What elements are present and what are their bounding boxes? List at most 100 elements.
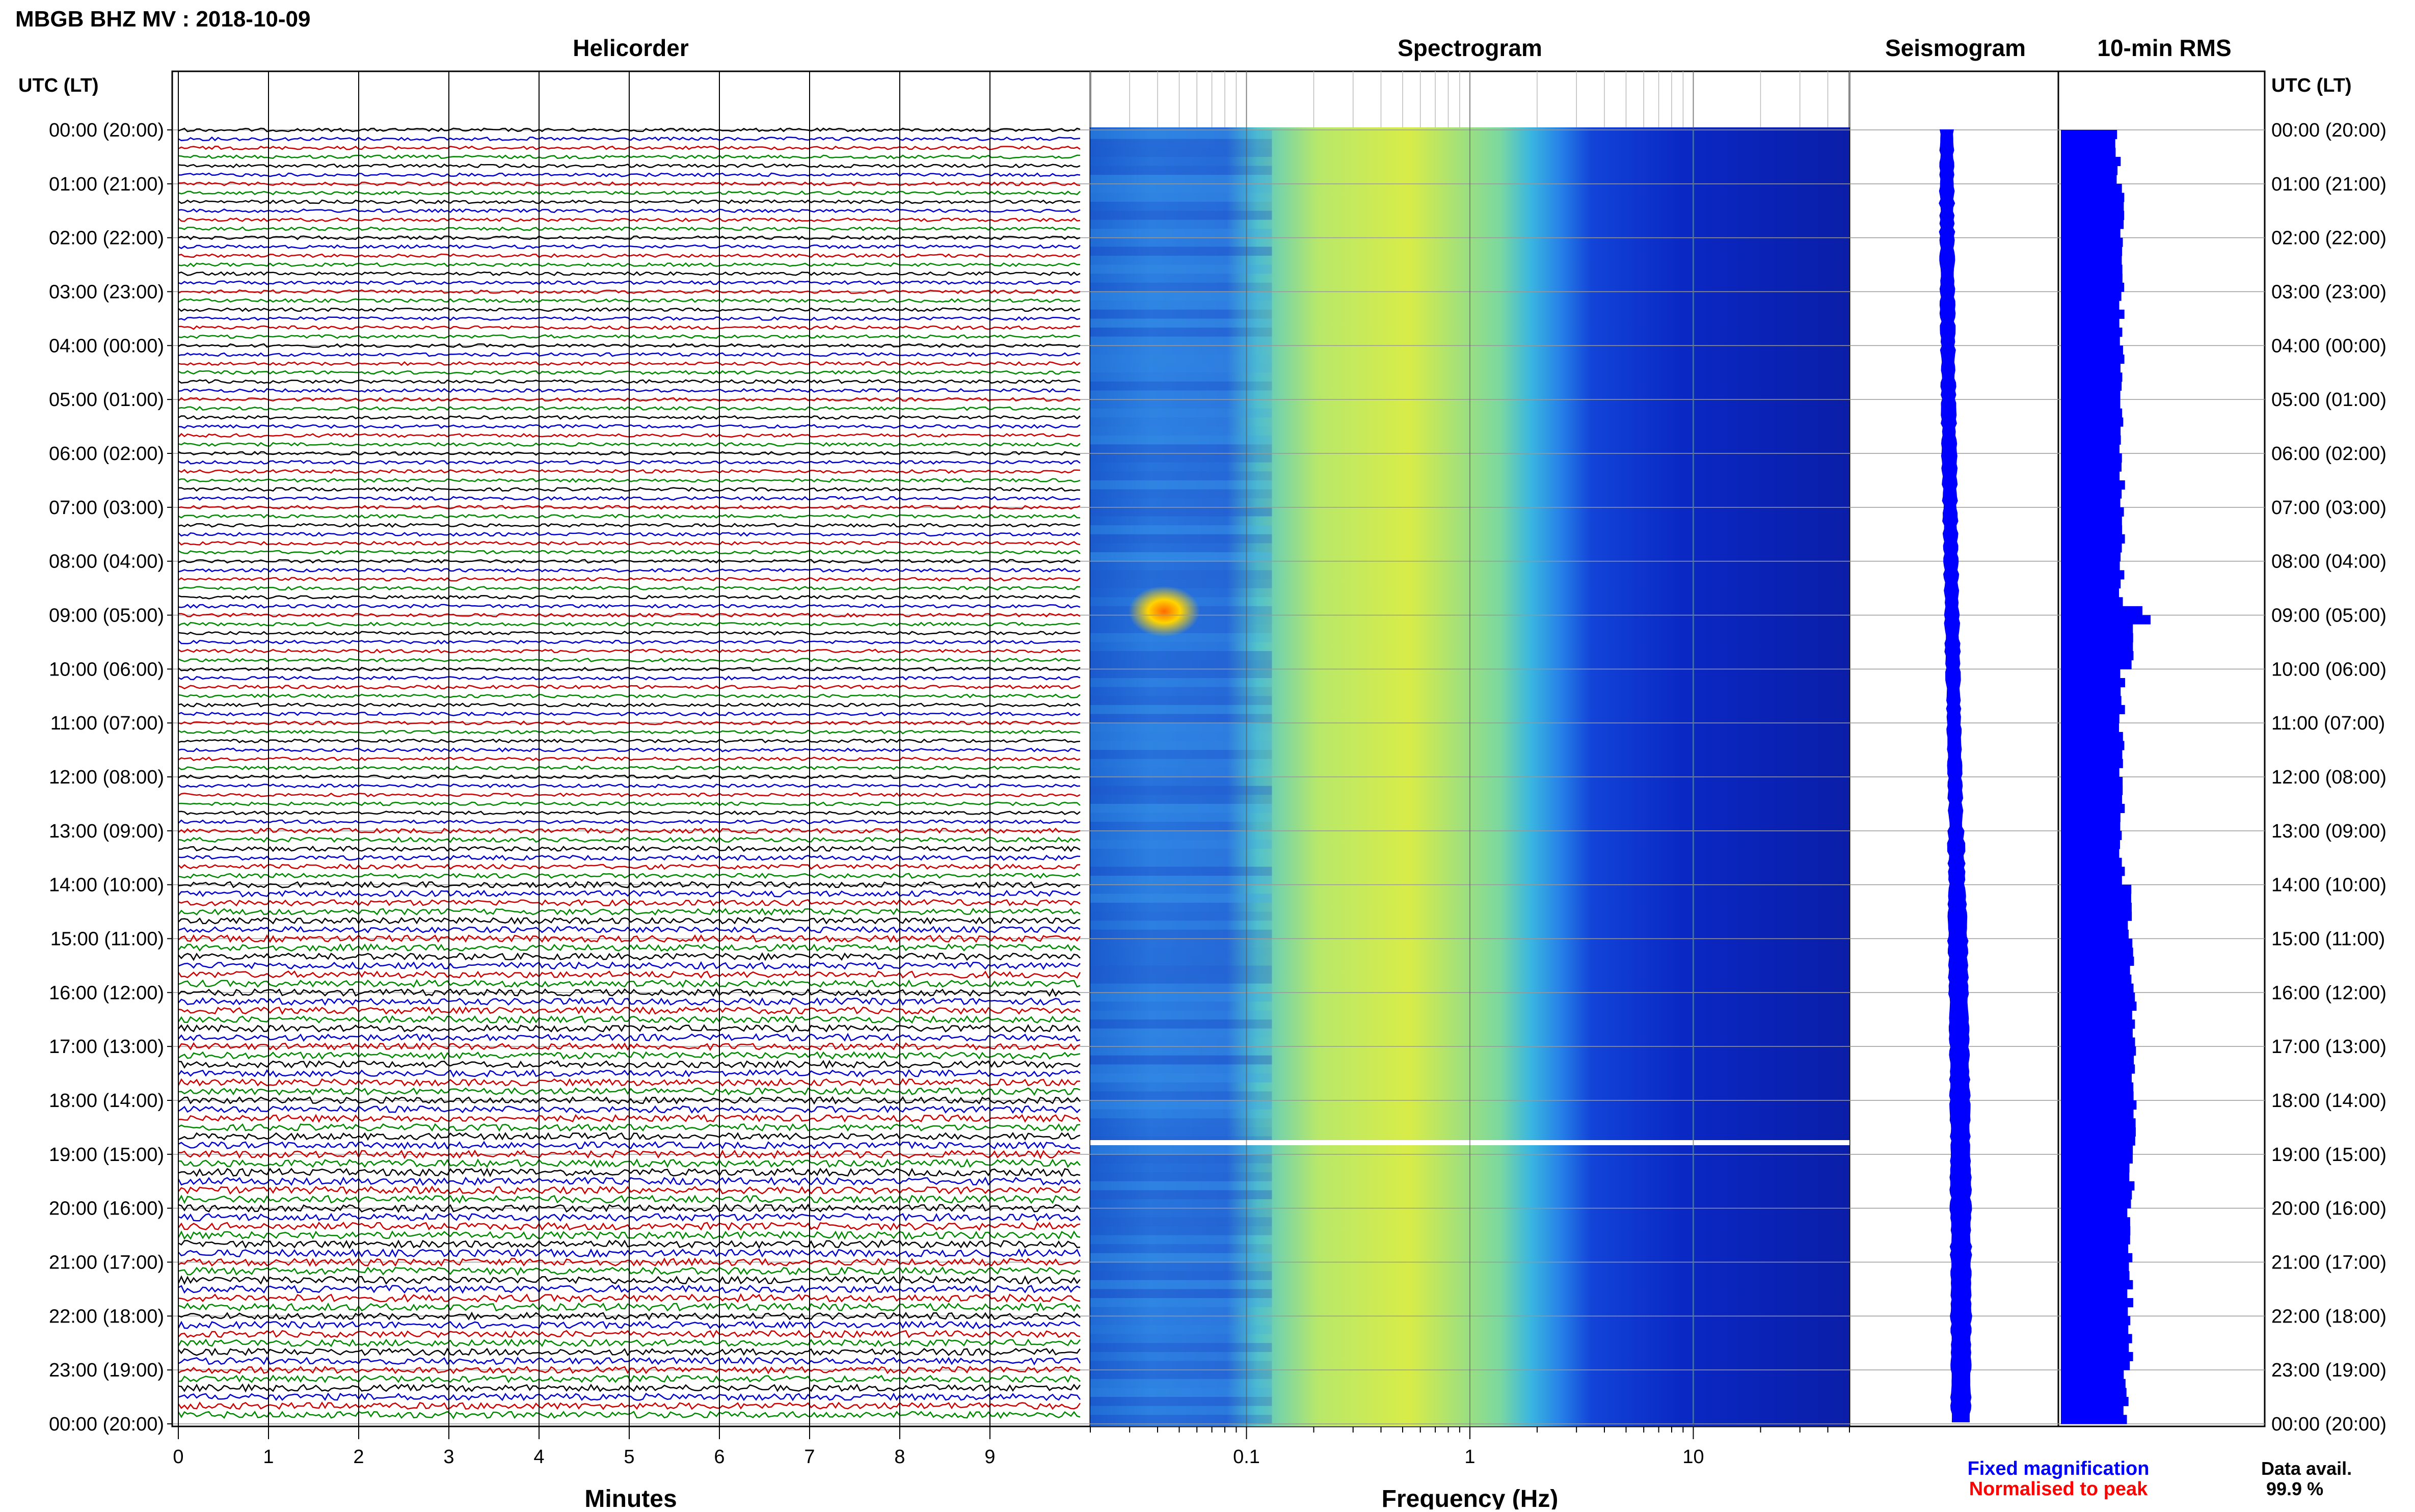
spectrogram-row — [1090, 884, 1272, 894]
time-label-left: 22:00 (18:00) — [49, 1306, 164, 1327]
rms-bar — [2061, 714, 2119, 723]
spectrogram-row — [1090, 777, 1272, 786]
time-label-right: 14:00 (10:00) — [2271, 875, 2386, 896]
rms-bar — [2061, 417, 2124, 427]
rms-bar — [2061, 867, 2125, 876]
rms-bar — [2061, 884, 2132, 894]
rms-bar — [2061, 894, 2131, 903]
time-label-right: 16:00 (12:00) — [2271, 982, 2386, 1004]
minute-tick-label: 4 — [533, 1446, 544, 1468]
spectrogram-row — [1090, 1028, 1272, 1038]
rms-bar — [2061, 462, 2122, 472]
rms-bar — [2061, 480, 2125, 490]
legend-normalised-to-peak: Normalised to peak — [1969, 1478, 2148, 1500]
spectrogram-row — [1090, 444, 1272, 453]
spectrogram-row — [1090, 911, 1272, 921]
spectrogram-row — [1090, 534, 1272, 544]
rms-bar — [2061, 1370, 2124, 1380]
rms-bar — [2061, 750, 2123, 760]
time-label-left: 05:00 (01:00) — [49, 389, 164, 411]
rms-bar — [2061, 876, 2122, 885]
spectrogram-row — [1090, 390, 1272, 400]
rms-bar — [2061, 426, 2121, 436]
spectrogram-row — [1090, 1046, 1272, 1056]
rms-bar — [2061, 1028, 2133, 1038]
spectrogram-row — [1090, 282, 1272, 292]
time-label-right: 13:00 (09:00) — [2271, 821, 2386, 842]
rms-bar — [2061, 1019, 2135, 1029]
rms-bar — [2061, 975, 2132, 984]
rms-bar — [2061, 1289, 2128, 1299]
rms-bar — [2061, 948, 2133, 957]
spectrogram-row — [1090, 1235, 1272, 1245]
spectrogram-row — [1090, 399, 1272, 409]
rms-bar — [2061, 849, 2119, 858]
spectrogram-row — [1090, 965, 1272, 975]
spectrogram-row — [1090, 1280, 1272, 1289]
rms-bar — [2061, 1334, 2132, 1343]
rms-bar — [2061, 1001, 2137, 1011]
spectrogram-row — [1090, 336, 1272, 346]
spectrogram-row — [1090, 1181, 1272, 1191]
rms-bar — [2061, 1361, 2130, 1370]
time-label-left: 08:00 (04:00) — [49, 551, 164, 573]
spectrogram-row — [1090, 1307, 1272, 1316]
rms-bar — [2061, 1190, 2132, 1200]
rms-bar — [2061, 1037, 2135, 1047]
rms-bar — [2061, 965, 2130, 975]
rms-bar — [2061, 597, 2123, 607]
time-label-right: 20:00 (16:00) — [2271, 1198, 2386, 1220]
spectrogram-row — [1090, 1145, 1272, 1154]
spectrogram-row — [1090, 291, 1272, 301]
spectrogram-row — [1090, 921, 1272, 930]
rms-bar — [2061, 768, 2119, 777]
rms-bar — [2061, 696, 2122, 706]
rms-bar — [2061, 247, 2123, 256]
time-label-left: 11:00 (07:00) — [50, 713, 164, 734]
rms-bar — [2061, 372, 2123, 382]
spectrogram-row — [1090, 696, 1272, 705]
rms-bar — [2061, 1091, 2134, 1101]
rms-bar — [2061, 1415, 2127, 1424]
rms-bar — [2061, 328, 2123, 337]
time-label-left: 14:00 (10:00) — [49, 875, 164, 896]
spectrogram-row — [1090, 1073, 1272, 1083]
spectrogram-row — [1090, 202, 1272, 211]
rms-bar — [2061, 732, 2123, 741]
time-label-right: 08:00 (04:00) — [2271, 551, 2386, 573]
data-avail-label: Data avail. — [2261, 1458, 2352, 1479]
spectrogram-row — [1090, 803, 1272, 813]
rms-bar — [2061, 786, 2123, 795]
time-label-right: 11:00 (07:00) — [2271, 713, 2385, 734]
rms-bar — [2061, 1055, 2134, 1065]
rms-bar — [2061, 857, 2122, 867]
spectrogram-row — [1090, 1271, 1272, 1280]
rms-bar — [2061, 220, 2124, 229]
spectrogram-row — [1090, 1352, 1272, 1361]
time-label-left: 00:00 (20:00) — [49, 120, 164, 141]
spectrogram-row — [1090, 983, 1272, 993]
spectrogram-row — [1090, 1208, 1272, 1218]
time-label-right: 17:00 (13:00) — [2271, 1036, 2386, 1058]
rms-bar — [2061, 1100, 2137, 1110]
rms-bar — [2061, 148, 2116, 157]
spectrogram-row — [1090, 1388, 1272, 1397]
rms-bar — [2061, 130, 2117, 140]
spectrogram-title: Spectrogram — [1398, 35, 1542, 61]
rms-bar — [2061, 291, 2122, 301]
rms-bar — [2061, 1298, 2133, 1308]
spectrogram-row — [1090, 156, 1272, 166]
rms-bar — [2061, 795, 2123, 804]
rms-bar — [2061, 453, 2122, 463]
time-label-left: 19:00 (15:00) — [49, 1144, 164, 1166]
spectrogram-row — [1090, 166, 1272, 175]
rms-bar — [2061, 552, 2121, 562]
time-label-right: 01:00 (21:00) — [2271, 174, 2386, 195]
rms-bar — [2061, 507, 2124, 517]
time-label-right: 10:00 (06:00) — [2271, 659, 2386, 680]
time-label-right: 19:00 (15:00) — [2271, 1144, 2386, 1166]
spectrogram-hotspot — [1129, 586, 1200, 637]
spectrogram-tick-label: 0.1 — [1233, 1446, 1260, 1468]
spectrogram-row — [1090, 1262, 1272, 1272]
time-label-right: 15:00 (11:00) — [2271, 929, 2385, 950]
